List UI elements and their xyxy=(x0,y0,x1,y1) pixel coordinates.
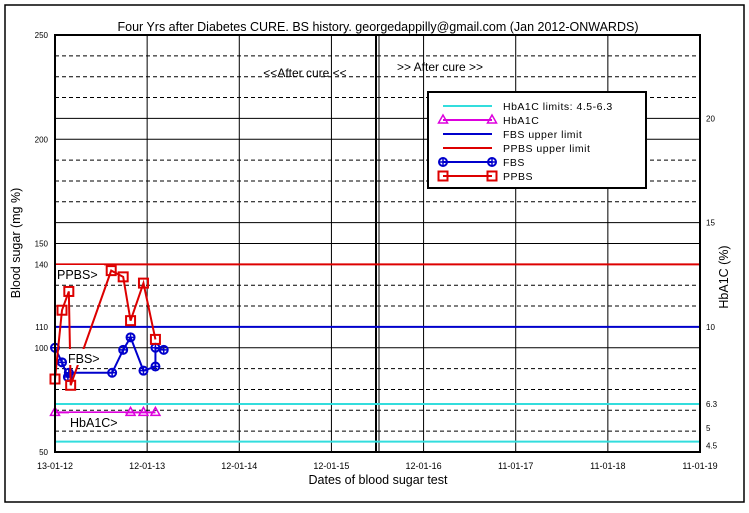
legend-item: PPBS xyxy=(437,170,533,183)
data-point xyxy=(124,405,137,417)
annotation-backs xyxy=(56,265,125,429)
data-point xyxy=(125,315,137,327)
data-point-cross xyxy=(58,358,67,367)
y2-tick-label: 5 xyxy=(706,424,711,433)
y2-tick-label: 20 xyxy=(706,114,715,123)
legend-label: HbA1C limits: 4.5-6.3 xyxy=(503,101,613,113)
legend-item: HbA1C xyxy=(437,113,539,127)
data-point xyxy=(137,277,149,289)
y2-tick-label: 15 xyxy=(706,219,715,228)
y-tick-label: 150 xyxy=(35,240,49,249)
after-cure-annotation: >> After cure >> xyxy=(397,60,483,74)
data-point xyxy=(150,361,161,372)
data-point-cross xyxy=(151,362,160,371)
x-tick-label: 11-01-18 xyxy=(590,461,625,471)
legend-label: PPBS upper limit xyxy=(503,143,590,155)
data-point xyxy=(437,113,449,124)
data-point xyxy=(486,113,498,124)
data-point xyxy=(149,405,162,417)
y2-axis-label: HbA1C (%) xyxy=(717,245,731,308)
legend-item: PPBS upper limit xyxy=(443,143,590,155)
y-tick-label: 200 xyxy=(35,135,49,144)
x-tick-label: 12-01-16 xyxy=(406,461,442,471)
data-point xyxy=(137,405,150,417)
x-tick-label: 12-01-14 xyxy=(221,461,257,471)
data-point xyxy=(56,304,68,316)
data-point xyxy=(125,332,136,343)
data-point-cross xyxy=(108,368,117,377)
data-point xyxy=(437,170,449,182)
series-line xyxy=(54,269,157,386)
reference-lines xyxy=(55,263,700,443)
data-point xyxy=(158,344,169,355)
data-point-cross xyxy=(139,366,148,375)
y-tick-label: 250 xyxy=(35,31,49,40)
legend-item: FBS upper limit xyxy=(443,129,582,141)
data-point xyxy=(150,342,161,353)
y2-tick-label: 6.3 xyxy=(706,400,718,409)
y2-tick-label: 10 xyxy=(706,323,715,332)
data-point-cross xyxy=(439,158,447,166)
data-point-cross xyxy=(64,368,73,377)
data-point-cross xyxy=(151,343,160,352)
y-axis-label: Blood sugar (mg %) xyxy=(9,188,23,298)
legend-item: FBS xyxy=(438,157,525,169)
data-point xyxy=(65,379,77,391)
y2-tick-label: 4.5 xyxy=(706,442,718,451)
data-point xyxy=(149,333,161,345)
legend-label: FBS upper limit xyxy=(503,129,582,141)
data-point-cross xyxy=(488,158,496,166)
x-tick-label: 12-01-13 xyxy=(129,461,165,471)
plot-frame xyxy=(54,34,701,453)
legend-label: HbA1C xyxy=(503,115,539,127)
legend-label: FBS xyxy=(503,157,525,169)
legend-label: PPBS xyxy=(503,171,533,183)
data-point-cross xyxy=(126,333,135,342)
data-point xyxy=(118,344,129,355)
data-point xyxy=(486,170,498,182)
ppbs-tag: PPBS> xyxy=(57,268,98,282)
tick-labels: 13-01-12 12-01-13 12-01-14 12-01-15 12-01-16… xyxy=(35,31,718,471)
data-point-cross xyxy=(159,345,168,354)
fbs-tag: FBS> xyxy=(68,352,100,366)
data-point xyxy=(63,285,75,297)
data-point xyxy=(117,271,129,283)
data-point xyxy=(438,157,448,167)
legend-item: HbA1C limits: 4.5-6.3 xyxy=(443,101,613,113)
chart-title: Four Yrs after Diabetes CURE. BS history… xyxy=(118,20,639,34)
x-tick-label: 11-01-17 xyxy=(498,461,533,471)
series-ppbs xyxy=(49,265,161,391)
y-tick-label: 110 xyxy=(35,323,48,332)
hba1c-tag: HbA1C> xyxy=(70,416,118,430)
x-tick-label: 11-01-19 xyxy=(682,461,717,471)
y-tick-label: 100 xyxy=(35,344,49,353)
series-group xyxy=(49,265,169,417)
data-point xyxy=(57,357,68,368)
data-point xyxy=(138,365,149,376)
legend: HbA1C limits: 4.5-6.3 HbA1C FBS upper limi… xyxy=(427,91,647,189)
data-point-cross xyxy=(119,345,128,354)
y-tick-label: 140 xyxy=(35,260,49,269)
x-axis-label: Dates of blood sugar test xyxy=(309,473,448,487)
data-point xyxy=(63,367,74,378)
data-point xyxy=(105,265,117,277)
x-tick-label: 12-01-15 xyxy=(313,461,349,471)
data-point xyxy=(107,367,118,378)
outer-frame xyxy=(4,4,745,503)
y-tick-label: 50 xyxy=(39,448,48,457)
x-tick-label: 13-01-12 xyxy=(37,461,73,471)
before-cure-annotation: <<After cure << xyxy=(263,66,346,80)
data-point xyxy=(487,157,497,167)
